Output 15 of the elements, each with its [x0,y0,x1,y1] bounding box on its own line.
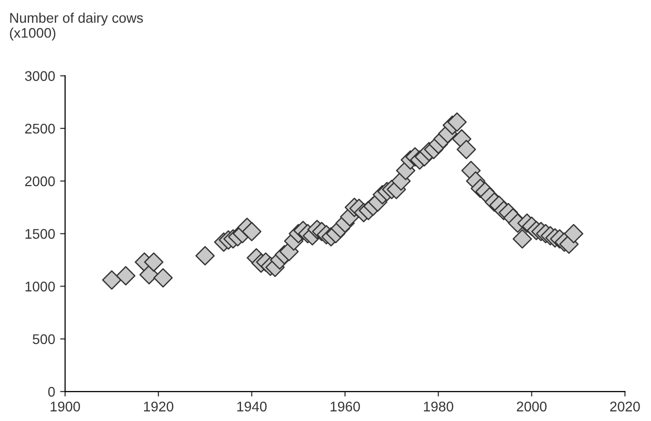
x-tick-label: 2000 [516,402,547,412]
y-tick-label: 2000 [25,176,55,186]
x-tick-label: 1940 [237,402,267,412]
y-tick-label: 3000 [25,71,55,81]
x-tick-label: 1900 [50,402,80,412]
y-tick-label: 500 [32,334,55,344]
y-axis-title: Number of dairy cows (x1000) [10,12,143,41]
y-tick-label: 1000 [26,282,55,292]
y-tick-label: 2500 [25,124,55,134]
x-tick-label: 1960 [330,402,360,412]
y-tick-label: 0 [48,386,55,397]
y-tick-label: 1500 [26,228,55,239]
x-tick-label: 1920 [144,402,174,412]
x-tick-label: 1980 [424,402,454,412]
x-tick-label: 2020 [610,402,640,412]
